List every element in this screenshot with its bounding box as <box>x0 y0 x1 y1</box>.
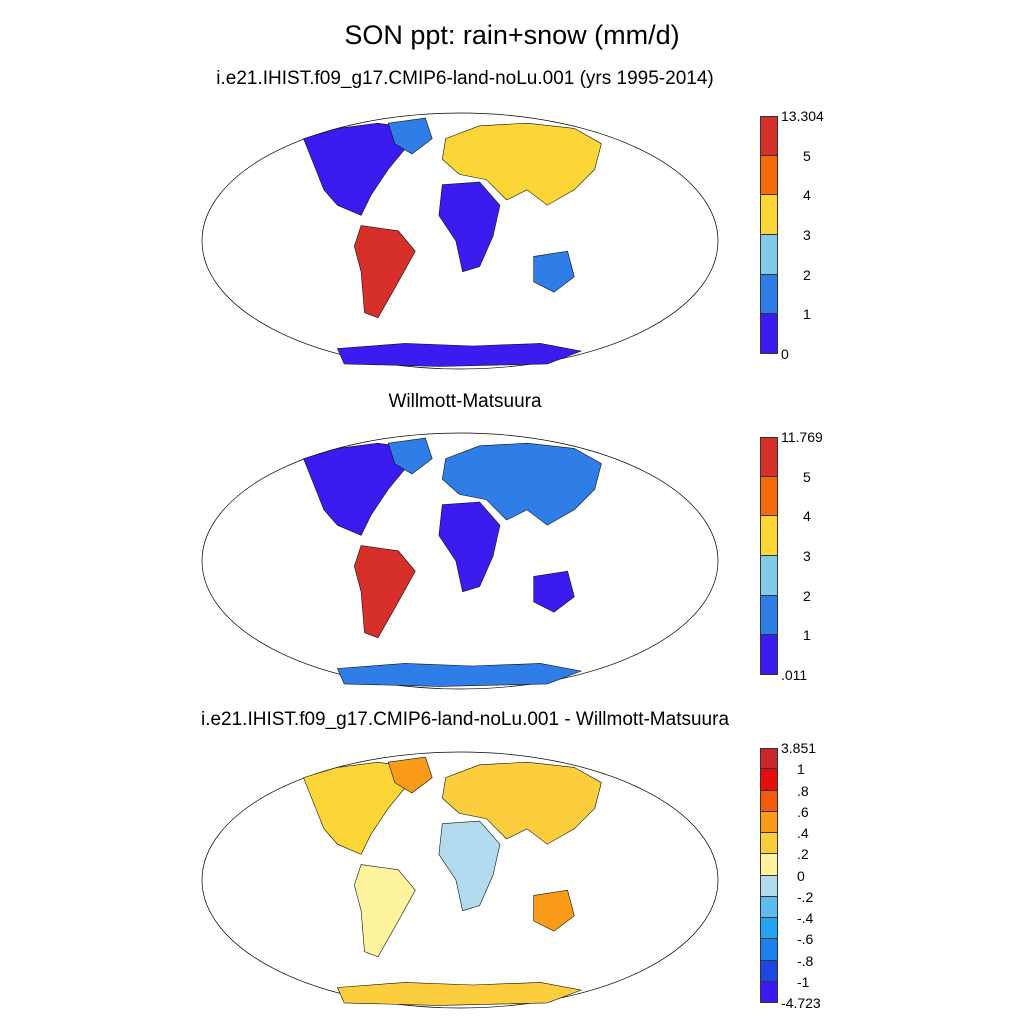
colorbar-swatch <box>760 790 778 812</box>
eurasia-landmass <box>441 442 602 526</box>
colorbar-tick-label: 0 <box>781 346 789 362</box>
colorbar-tick-label: 5 <box>803 147 811 164</box>
colorbar-tick-label: .011 <box>781 667 808 683</box>
colorbar-swatch <box>760 234 778 275</box>
colorbar-tick-label: 1 <box>803 306 811 323</box>
africa-landmass <box>438 820 501 912</box>
greenland-landmass <box>387 437 433 475</box>
greenland-landmass <box>387 756 433 794</box>
figure-title: SON ppt: rain+snow (mm/d) <box>344 20 680 50</box>
north-america-landmass <box>303 442 413 536</box>
colorbar-swatch <box>760 155 778 196</box>
colorbar-swatch <box>760 635 778 675</box>
panel-2-title: Willmott-Matsuura <box>388 391 542 412</box>
panel-1-title: i.e21.IHIST.f09_g17.CMIP6-land-noLu.001 … <box>216 68 714 89</box>
eurasia-landmass <box>441 761 602 845</box>
colorbar-tick-label: -.2 <box>797 888 814 905</box>
colorbar-swatch <box>760 516 778 556</box>
colorbar-tick-label: 0 <box>797 867 805 884</box>
antarctica-landmass <box>336 982 583 1006</box>
colorbar-tick-label: 1 <box>797 761 805 778</box>
south-america-landmass <box>353 864 416 958</box>
colorbar-tick-label: 2 <box>803 266 811 283</box>
colorbar-swatch <box>760 811 778 833</box>
colorbar-swatch <box>760 875 778 897</box>
colorbar-tick-label: 3 <box>803 548 811 564</box>
colorbar-swatch <box>760 314 778 354</box>
colorbar-swatch <box>760 918 778 940</box>
eurasia-landmass <box>441 122 602 206</box>
antarctica-landmass <box>336 663 583 687</box>
colorbar-tick-label: -.6 <box>797 931 814 948</box>
colorbar-swatch <box>760 595 778 636</box>
colorbar-swatch <box>760 981 778 1003</box>
colorbar-swatch <box>760 854 778 876</box>
africa-landmass <box>438 181 501 273</box>
colorbar-tick-label: 3 <box>803 227 811 243</box>
australia-landmass <box>533 570 575 613</box>
antarctica-landmass <box>336 343 583 367</box>
colorbar-tick-label: -.8 <box>797 952 814 969</box>
colorbar-tick-label: 3.851 <box>781 740 817 756</box>
colorbar-swatch <box>760 939 778 961</box>
colorbar-tick-label: -.4 <box>797 910 814 926</box>
colorbar-tick-label: .2 <box>797 846 809 863</box>
colorbar-2 <box>760 437 778 675</box>
australia-landmass <box>533 250 575 293</box>
north-america-landmass <box>303 761 413 855</box>
colorbar-tick-label: 5 <box>803 468 811 485</box>
colorbar-tick-label: -4.723 <box>781 995 821 1011</box>
greenland-landmass <box>387 117 433 155</box>
colorbar-tick-label: 4 <box>803 508 811 525</box>
colorbar-tick-label: 2 <box>803 587 811 604</box>
colorbar-swatch <box>760 476 778 517</box>
map-panel-2 <box>201 432 719 690</box>
colorbar-tick-label: 11.769 <box>781 429 823 445</box>
colorbar-tick-label: -1 <box>797 973 810 990</box>
map-panel-1 <box>201 112 719 370</box>
colorbar-swatch <box>760 195 778 235</box>
colorbar-swatch <box>760 960 778 982</box>
colorbar-tick-label: .6 <box>797 803 809 820</box>
colorbar-swatch <box>760 748 778 770</box>
colorbar-tick-label: 1 <box>803 627 811 644</box>
colorbar-tick-label: 4 <box>803 187 811 204</box>
colorbar-swatch <box>760 896 778 918</box>
colorbar-swatch <box>760 116 778 156</box>
south-america-landmass <box>353 545 416 639</box>
colorbar-swatch <box>760 833 778 855</box>
colorbar-swatch <box>760 769 778 791</box>
colorbar-3 <box>760 748 778 1003</box>
panel-3-title: i.e21.IHIST.f09_g17.CMIP6-land-noLu.001 … <box>200 709 730 730</box>
map-panel-3 <box>201 751 719 1009</box>
colorbar-tick-label: .8 <box>797 782 809 799</box>
colorbar-swatch <box>760 555 778 596</box>
colorbar-swatch <box>760 437 778 477</box>
colorbar-swatch <box>760 274 778 315</box>
colorbar-1 <box>760 116 778 354</box>
australia-landmass <box>533 889 575 932</box>
colorbar-tick-label: .4 <box>797 825 809 841</box>
colorbar-tick-label: 13.304 <box>781 108 824 124</box>
africa-landmass <box>438 501 501 593</box>
north-america-landmass <box>303 122 413 216</box>
south-america-landmass <box>353 225 416 319</box>
